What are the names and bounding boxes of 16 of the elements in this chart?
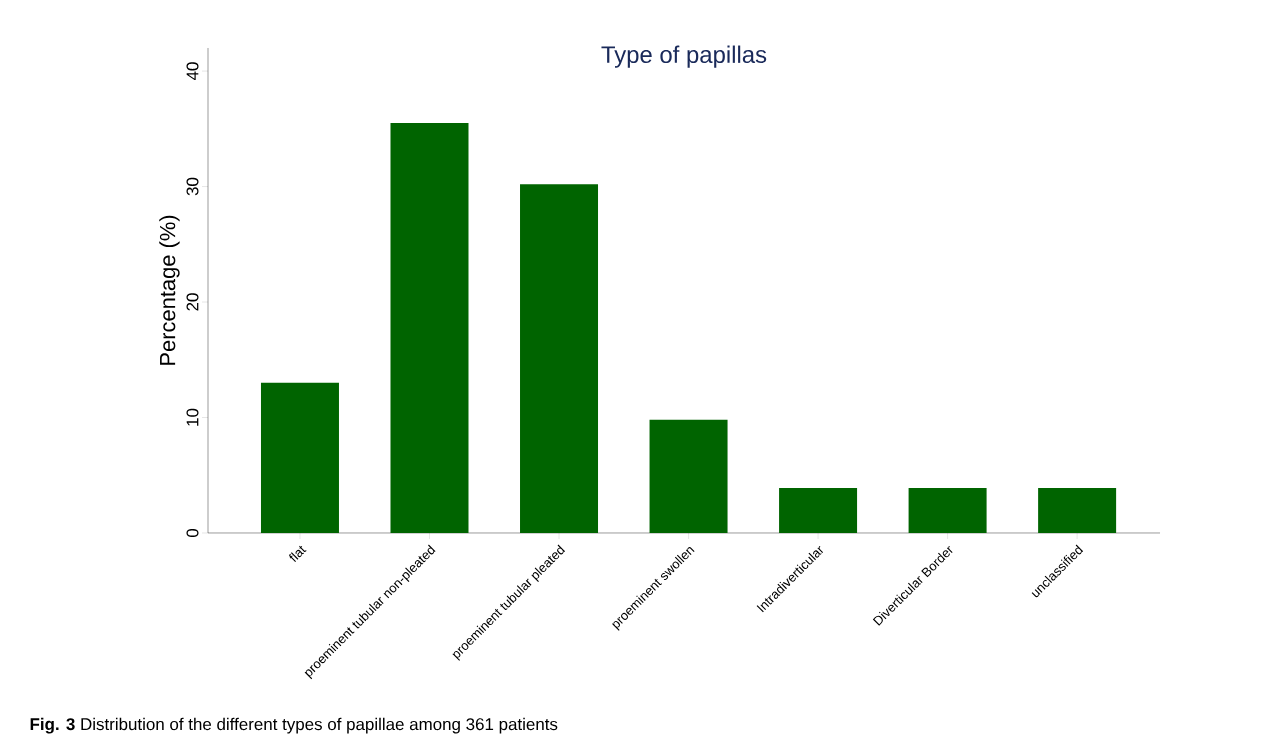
x-tick-label: flat xyxy=(289,545,307,563)
bar xyxy=(649,419,728,533)
text: Fig. 3 Distribution of the different types of papillae among 361 patients xyxy=(30,717,558,734)
chart-title: Type of papillas xyxy=(601,45,767,68)
y-tick-label: 10 xyxy=(186,408,199,426)
bar xyxy=(1038,487,1117,533)
y-tick-label: 40 xyxy=(186,62,199,81)
y-tick-label: 0 xyxy=(186,528,199,538)
bar xyxy=(260,382,339,533)
bar xyxy=(908,487,987,533)
bar xyxy=(520,184,599,533)
y-axis-title: Percentage (%) xyxy=(159,215,180,365)
bar xyxy=(390,123,469,533)
bar xyxy=(779,487,858,533)
y-tick-label: 30 xyxy=(186,177,199,196)
y-tick-label: 20 xyxy=(186,293,199,311)
